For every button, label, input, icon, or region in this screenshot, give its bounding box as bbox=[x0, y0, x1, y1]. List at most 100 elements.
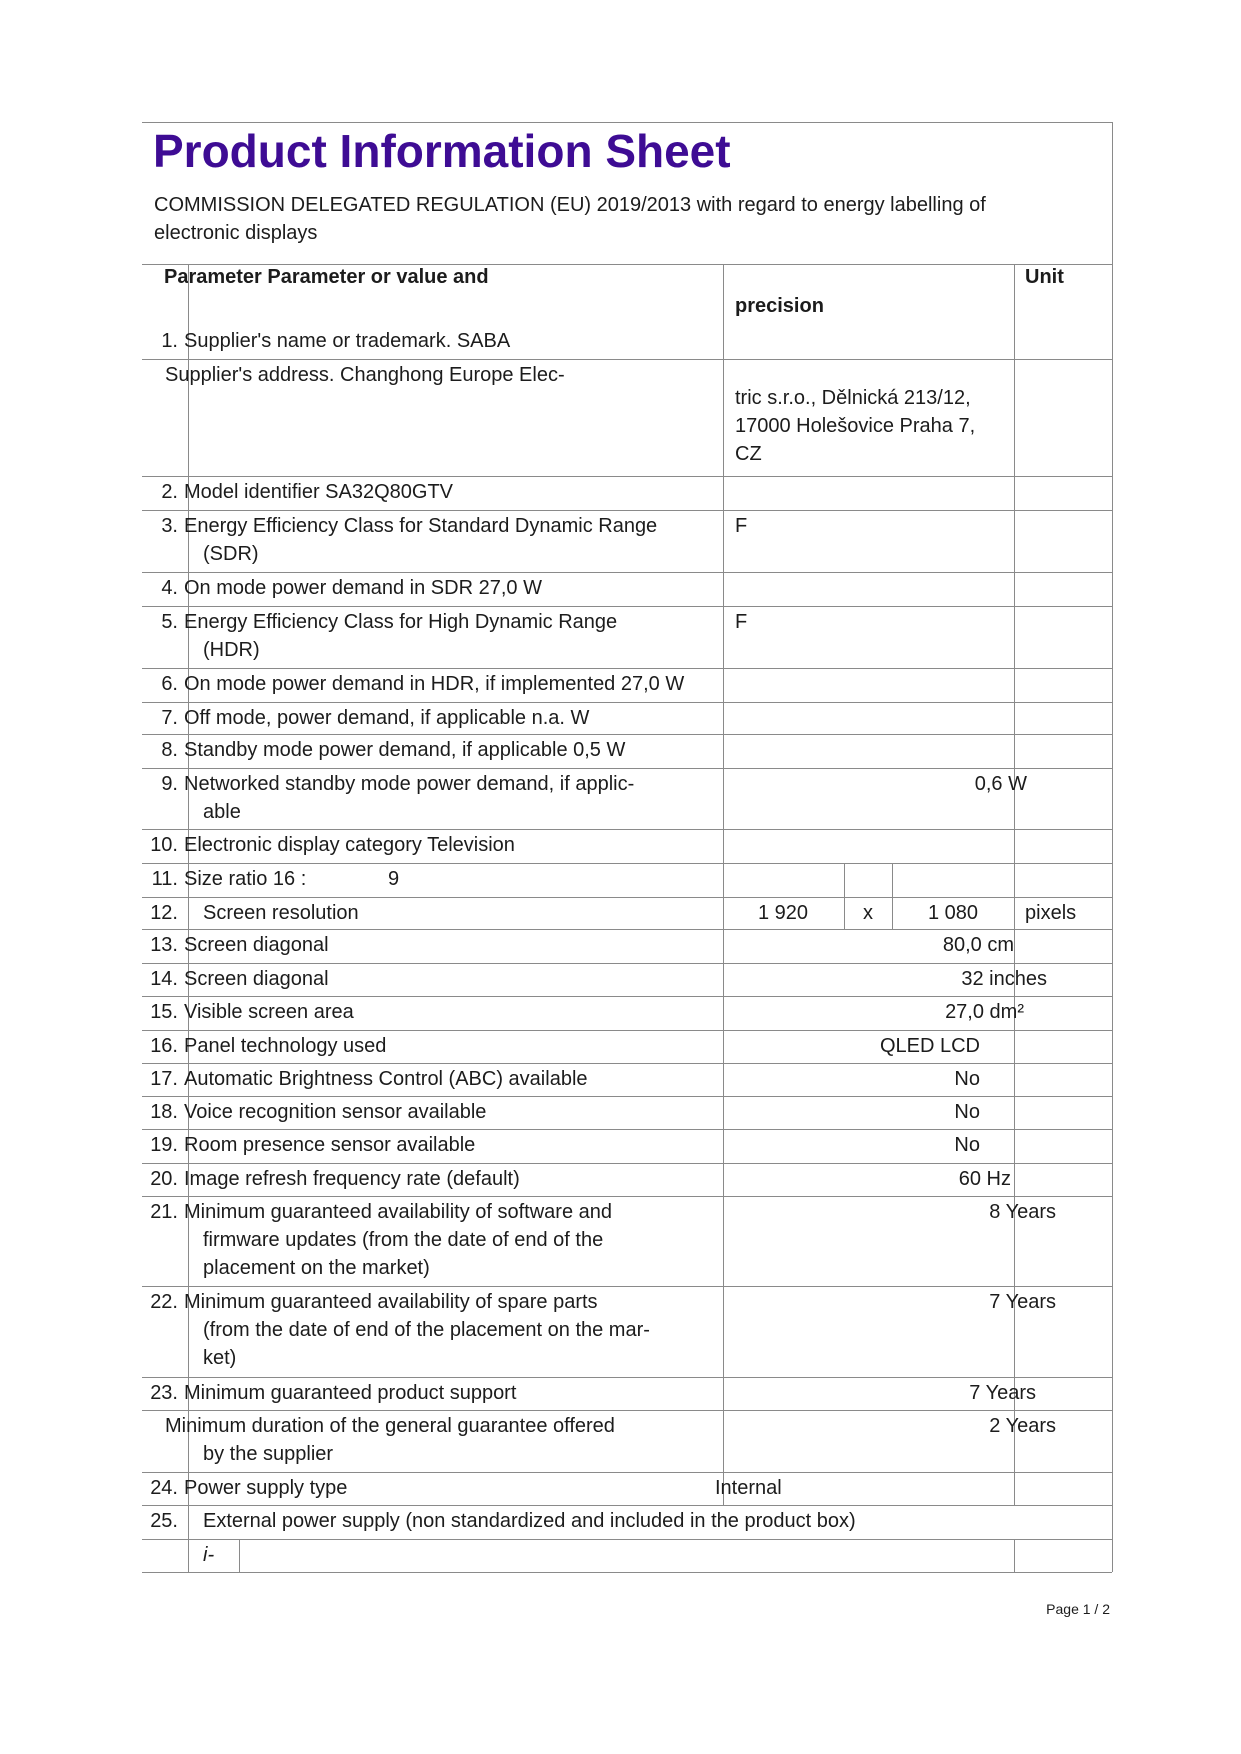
header-parameter: Parameter Parameter or value and bbox=[164, 266, 489, 288]
row-param: Supplier's name or trademark. SABA bbox=[184, 330, 511, 352]
row-number: 3. bbox=[161, 515, 178, 537]
row-param: External power supply (non standardized … bbox=[203, 1510, 856, 1532]
header-unit: Unit bbox=[1025, 266, 1064, 288]
row-divider bbox=[142, 996, 1112, 997]
row-value: No bbox=[954, 1134, 980, 1156]
row-number: 2. bbox=[161, 481, 178, 503]
row-divider bbox=[142, 829, 1112, 830]
resolution-height: 1 080 bbox=[927, 902, 979, 924]
row-param: Minimum guaranteed availability of softw… bbox=[184, 1201, 612, 1223]
row-divider bbox=[142, 606, 1112, 607]
row-divider bbox=[142, 510, 1112, 511]
row-divider bbox=[142, 863, 1112, 864]
row-divider bbox=[142, 1129, 1112, 1130]
row-divider bbox=[142, 929, 1112, 930]
row-number: 22. bbox=[150, 1291, 178, 1313]
row-divider bbox=[142, 1196, 1112, 1197]
row-param: Supplier's address. Changhong Europe Ele… bbox=[165, 364, 565, 386]
row-number: 24. bbox=[150, 1477, 178, 1499]
row-param: i- bbox=[203, 1544, 215, 1566]
row-value: Internal bbox=[715, 1477, 782, 1499]
row-param: Energy Efficiency Class for High Dynamic… bbox=[184, 611, 618, 633]
row-param: Model identifier SA32Q80GTV bbox=[184, 481, 454, 503]
row-unit: pixels bbox=[1025, 902, 1077, 924]
row-param: (SDR) bbox=[203, 543, 259, 565]
resolution-divider-2 bbox=[892, 863, 893, 929]
row-number: 25. bbox=[150, 1510, 178, 1532]
regulation-subtitle-line-1: COMMISSION DELEGATED REGULATION (EU) 201… bbox=[154, 194, 986, 216]
row-divider bbox=[142, 702, 1112, 703]
row-divider bbox=[142, 1539, 1112, 1540]
row-param: Screen diagonal bbox=[184, 934, 329, 956]
row-number: 18. bbox=[150, 1101, 178, 1123]
row-value: tric s.r.o., Dělnická 213/12, bbox=[735, 387, 971, 409]
row-param: Screen diagonal bbox=[184, 968, 329, 990]
row-param: firmware updates (from the date of end o… bbox=[203, 1229, 604, 1251]
row-divider bbox=[142, 1410, 1112, 1411]
row-param: Voice recognition sensor available bbox=[184, 1101, 487, 1123]
row-number: 6. bbox=[161, 673, 178, 695]
header-divider bbox=[142, 264, 1112, 265]
row-number: 8. bbox=[161, 739, 178, 761]
row-number: 19. bbox=[150, 1134, 178, 1156]
row-param: Electronic display category Television bbox=[184, 834, 515, 856]
row-param: Automatic Brightness Control (ABC) avail… bbox=[184, 1068, 588, 1090]
row-number: 16. bbox=[150, 1035, 178, 1057]
row-divider bbox=[142, 734, 1112, 735]
column-divider-unit bbox=[1014, 264, 1015, 1505]
row-number: 20. bbox=[150, 1168, 178, 1190]
column-divider-value bbox=[723, 264, 724, 1505]
row-value: 60 Hz bbox=[958, 1168, 1011, 1190]
row-value: 7 Years bbox=[989, 1291, 1056, 1313]
row-param: Screen resolution bbox=[203, 902, 359, 924]
row-param: Panel technology used bbox=[184, 1035, 387, 1057]
table-top-border bbox=[142, 122, 1112, 123]
row-number: 7. bbox=[161, 707, 178, 729]
row-param: placement on the market) bbox=[203, 1257, 430, 1279]
row-value: 0,6 W bbox=[974, 773, 1027, 795]
row-param: Standby mode power demand, if applicable… bbox=[184, 739, 626, 761]
row-divider bbox=[142, 897, 1112, 898]
row-param: Minimum guaranteed availability of spare… bbox=[184, 1291, 598, 1313]
row-divider bbox=[142, 1030, 1112, 1031]
row-number: 23. bbox=[150, 1382, 178, 1404]
row-divider bbox=[142, 476, 1112, 477]
column-divider-sub bbox=[239, 1539, 240, 1572]
page-title: Product Information Sheet bbox=[153, 125, 731, 177]
row-param: Minimum duration of the general guarante… bbox=[165, 1415, 615, 1437]
row-param: ket) bbox=[203, 1347, 237, 1369]
row-param: Visible screen area bbox=[184, 1001, 354, 1023]
column-divider-unit bbox=[1014, 1539, 1015, 1572]
row-param: by the supplier bbox=[203, 1443, 334, 1465]
row-param: (HDR) bbox=[203, 639, 260, 661]
row-value: 32 inches bbox=[961, 968, 1047, 990]
row-divider bbox=[142, 768, 1112, 769]
row-value: 7 Years bbox=[969, 1382, 1036, 1404]
resolution-width: 1 920 bbox=[757, 902, 809, 924]
row-value: 2 Years bbox=[989, 1415, 1056, 1437]
column-divider-number bbox=[188, 264, 189, 1572]
row-divider bbox=[142, 1472, 1112, 1473]
row-param: Energy Efficiency Class for Standard Dyn… bbox=[184, 515, 658, 537]
row-number: 13. bbox=[150, 934, 178, 956]
row-param: On mode power demand in HDR, if implemen… bbox=[184, 673, 685, 695]
regulation-subtitle-line-2: electronic displays bbox=[154, 222, 318, 244]
row-param: able bbox=[203, 801, 241, 823]
row-value: 80,0 cm bbox=[942, 934, 1014, 956]
row-number: 10. bbox=[150, 834, 178, 856]
header-precision: precision bbox=[735, 295, 824, 317]
row-number: 4. bbox=[161, 577, 178, 599]
row-param: Room presence sensor available bbox=[184, 1134, 476, 1156]
row-divider bbox=[142, 1063, 1112, 1064]
row-divider bbox=[142, 668, 1112, 669]
row-value: No bbox=[954, 1101, 980, 1123]
row-number: 9. bbox=[161, 773, 178, 795]
row-param: (from the date of end of the placement o… bbox=[203, 1319, 650, 1341]
row-divider bbox=[142, 572, 1112, 573]
row-param: Networked standby mode power demand, if … bbox=[184, 773, 635, 795]
row-divider bbox=[142, 1505, 1112, 1506]
row-value: F bbox=[735, 611, 748, 633]
table-right-border bbox=[1112, 122, 1113, 1572]
row-number: 12. bbox=[150, 902, 178, 924]
